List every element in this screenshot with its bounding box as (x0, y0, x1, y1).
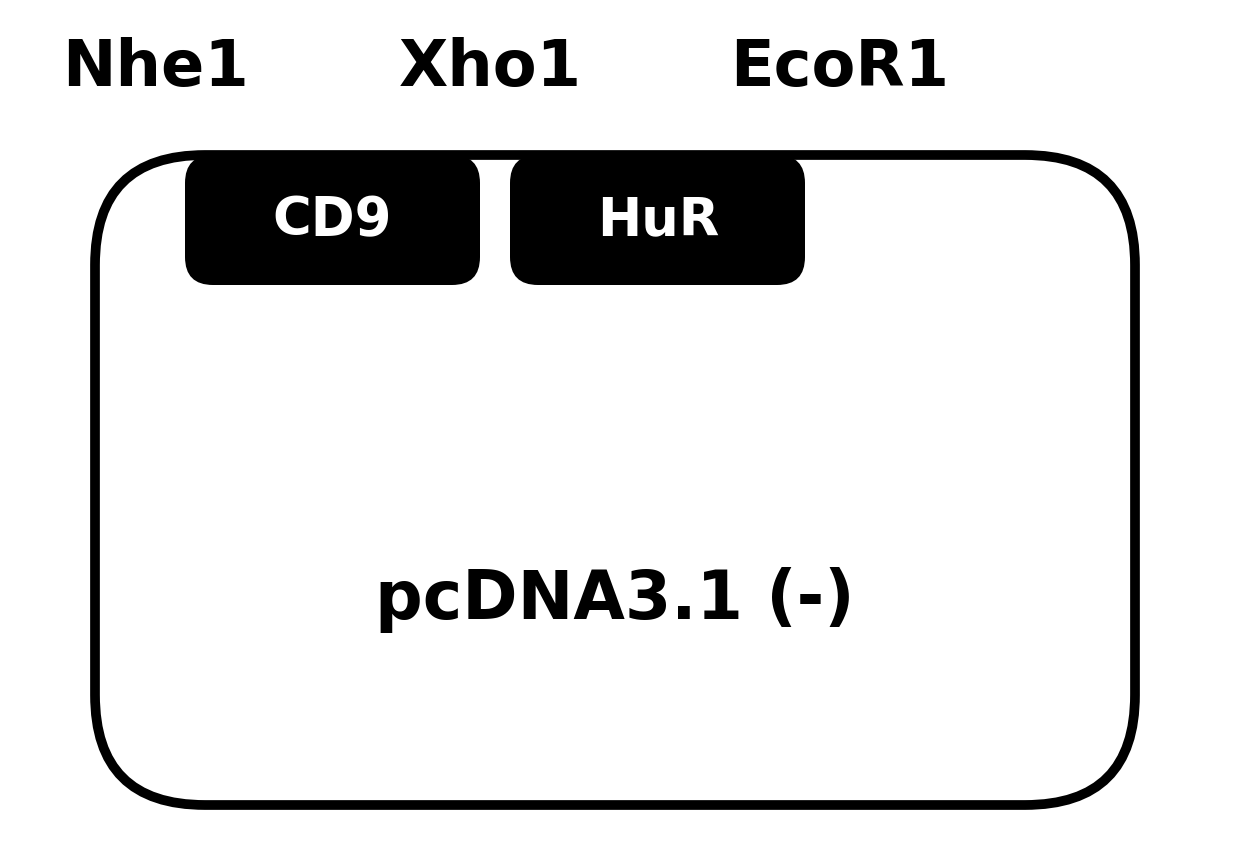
Text: CD9: CD9 (273, 194, 392, 246)
Text: HuR: HuR (596, 194, 719, 246)
Text: EcoR1: EcoR1 (730, 37, 949, 99)
FancyBboxPatch shape (185, 155, 480, 285)
Text: Nhe1: Nhe1 (62, 37, 249, 99)
Text: pcDNA3.1 (-): pcDNA3.1 (-) (376, 567, 854, 633)
Text: Xho1: Xho1 (398, 37, 582, 99)
FancyBboxPatch shape (95, 155, 1135, 805)
FancyBboxPatch shape (510, 155, 805, 285)
